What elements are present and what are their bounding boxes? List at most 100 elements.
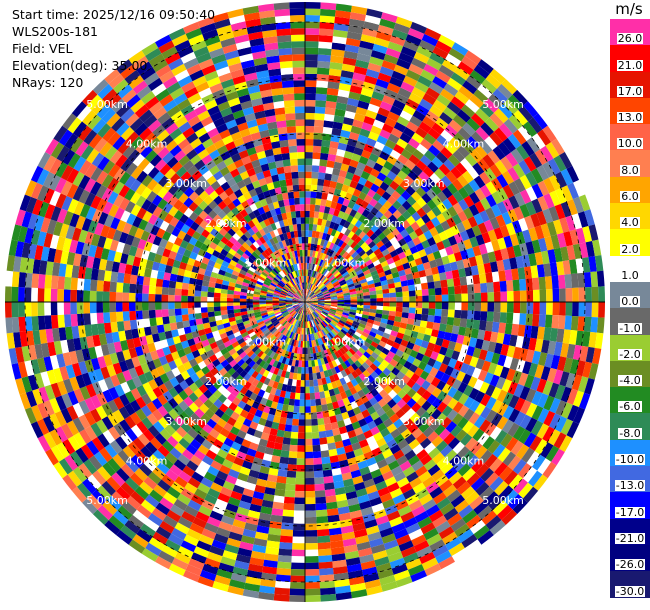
velocity-gate xyxy=(387,371,397,381)
velocity-gate xyxy=(421,308,429,315)
velocity-gate xyxy=(330,304,338,308)
velocity-gate xyxy=(408,363,418,374)
velocity-gate xyxy=(286,384,292,393)
velocity-gate xyxy=(397,439,409,450)
velocity-gate xyxy=(469,399,481,413)
velocity-gate xyxy=(305,302,309,308)
velocity-gate xyxy=(474,144,488,159)
velocity-gate xyxy=(443,159,456,172)
velocity-gate xyxy=(381,236,390,245)
velocity-gate xyxy=(413,51,430,64)
velocity-gate xyxy=(291,556,305,563)
velocity-gate xyxy=(483,98,499,113)
velocity-gate xyxy=(360,317,368,323)
velocity-gate xyxy=(274,388,282,397)
velocity-gate xyxy=(441,255,450,265)
velocity-gate xyxy=(502,333,512,346)
velocity-gate xyxy=(381,314,389,320)
velocity-gate xyxy=(318,211,324,220)
velocity-gate xyxy=(328,347,335,355)
velocity-gate xyxy=(335,254,342,262)
velocity-gate xyxy=(323,247,329,255)
velocity-gate xyxy=(362,369,371,379)
velocity-gate xyxy=(330,55,344,64)
velocity-gate xyxy=(305,347,308,355)
velocity-gate xyxy=(354,375,363,385)
velocity-gate xyxy=(553,341,563,357)
velocity-gate xyxy=(294,326,299,334)
velocity-gate xyxy=(313,278,319,286)
velocity-gate xyxy=(434,424,446,436)
velocity-gate xyxy=(391,403,402,414)
velocity-gate xyxy=(347,497,360,507)
velocity-gate xyxy=(335,393,343,402)
velocity-gate xyxy=(265,385,273,394)
velocity-gate xyxy=(284,490,296,498)
velocity-gate xyxy=(451,178,464,191)
velocity-gate xyxy=(466,319,474,329)
velocity-gate xyxy=(436,134,450,147)
velocity-gate xyxy=(308,283,312,290)
velocity-gate xyxy=(489,68,506,84)
velocity-gate xyxy=(379,275,387,282)
velocity-gate xyxy=(469,236,479,248)
velocity-gate xyxy=(337,297,345,301)
velocity-gate xyxy=(309,291,314,298)
velocity-gate xyxy=(424,327,433,336)
velocity-gate xyxy=(408,137,420,149)
velocity-gate xyxy=(310,270,314,277)
velocity-gate xyxy=(504,323,513,335)
velocity-gate xyxy=(523,432,537,448)
velocity-gate xyxy=(326,325,333,332)
velocity-gate xyxy=(513,383,525,398)
velocity-gate xyxy=(361,314,369,319)
velocity-gate xyxy=(341,531,356,541)
velocity-gate xyxy=(348,338,356,346)
velocity-gate xyxy=(405,323,414,331)
velocity-gate xyxy=(334,313,342,318)
velocity-gate xyxy=(395,306,403,313)
velocity-gate xyxy=(287,378,293,386)
velocity-gate xyxy=(340,362,348,370)
velocity-gate xyxy=(467,293,475,302)
velocity-gate xyxy=(382,306,390,311)
velocity-gate xyxy=(427,314,435,323)
velocity-gate xyxy=(370,468,382,479)
velocity-gate xyxy=(350,336,358,344)
velocity-gate xyxy=(370,244,379,253)
velocity-gate xyxy=(396,371,406,380)
velocity-gate xyxy=(155,309,163,318)
velocity-gate xyxy=(565,288,573,302)
velocity-gate xyxy=(436,353,446,364)
velocity-gate xyxy=(358,381,367,390)
velocity-gate xyxy=(566,343,576,359)
velocity-gate xyxy=(322,212,329,221)
velocity-gate xyxy=(438,526,455,540)
velocity-gate xyxy=(458,326,467,336)
velocity-gate xyxy=(246,569,263,579)
velocity-gate xyxy=(213,302,221,307)
velocity-gate xyxy=(372,402,382,412)
velocity-gate xyxy=(387,195,397,206)
velocity-gate xyxy=(502,392,514,406)
velocity-gate xyxy=(343,297,351,300)
velocity-gate xyxy=(330,174,339,183)
velocity-gate xyxy=(480,311,488,322)
velocity-gate xyxy=(273,442,283,451)
velocity-gate xyxy=(329,180,338,189)
velocity-gate xyxy=(161,309,169,317)
velocity-gate xyxy=(521,141,535,157)
velocity-gate xyxy=(369,294,377,299)
velocity-gate xyxy=(313,457,323,465)
velocity-gate xyxy=(349,291,357,295)
velocity-gate xyxy=(305,112,315,120)
velocity-gate xyxy=(508,195,520,210)
velocity-gate xyxy=(331,337,338,345)
velocity-gate xyxy=(347,138,358,147)
velocity-gate xyxy=(323,239,329,248)
velocity-gate xyxy=(578,392,591,410)
velocity-gate xyxy=(519,313,527,326)
velocity-gate xyxy=(420,314,429,322)
velocity-gate xyxy=(430,377,441,388)
velocity-gate xyxy=(410,373,420,383)
